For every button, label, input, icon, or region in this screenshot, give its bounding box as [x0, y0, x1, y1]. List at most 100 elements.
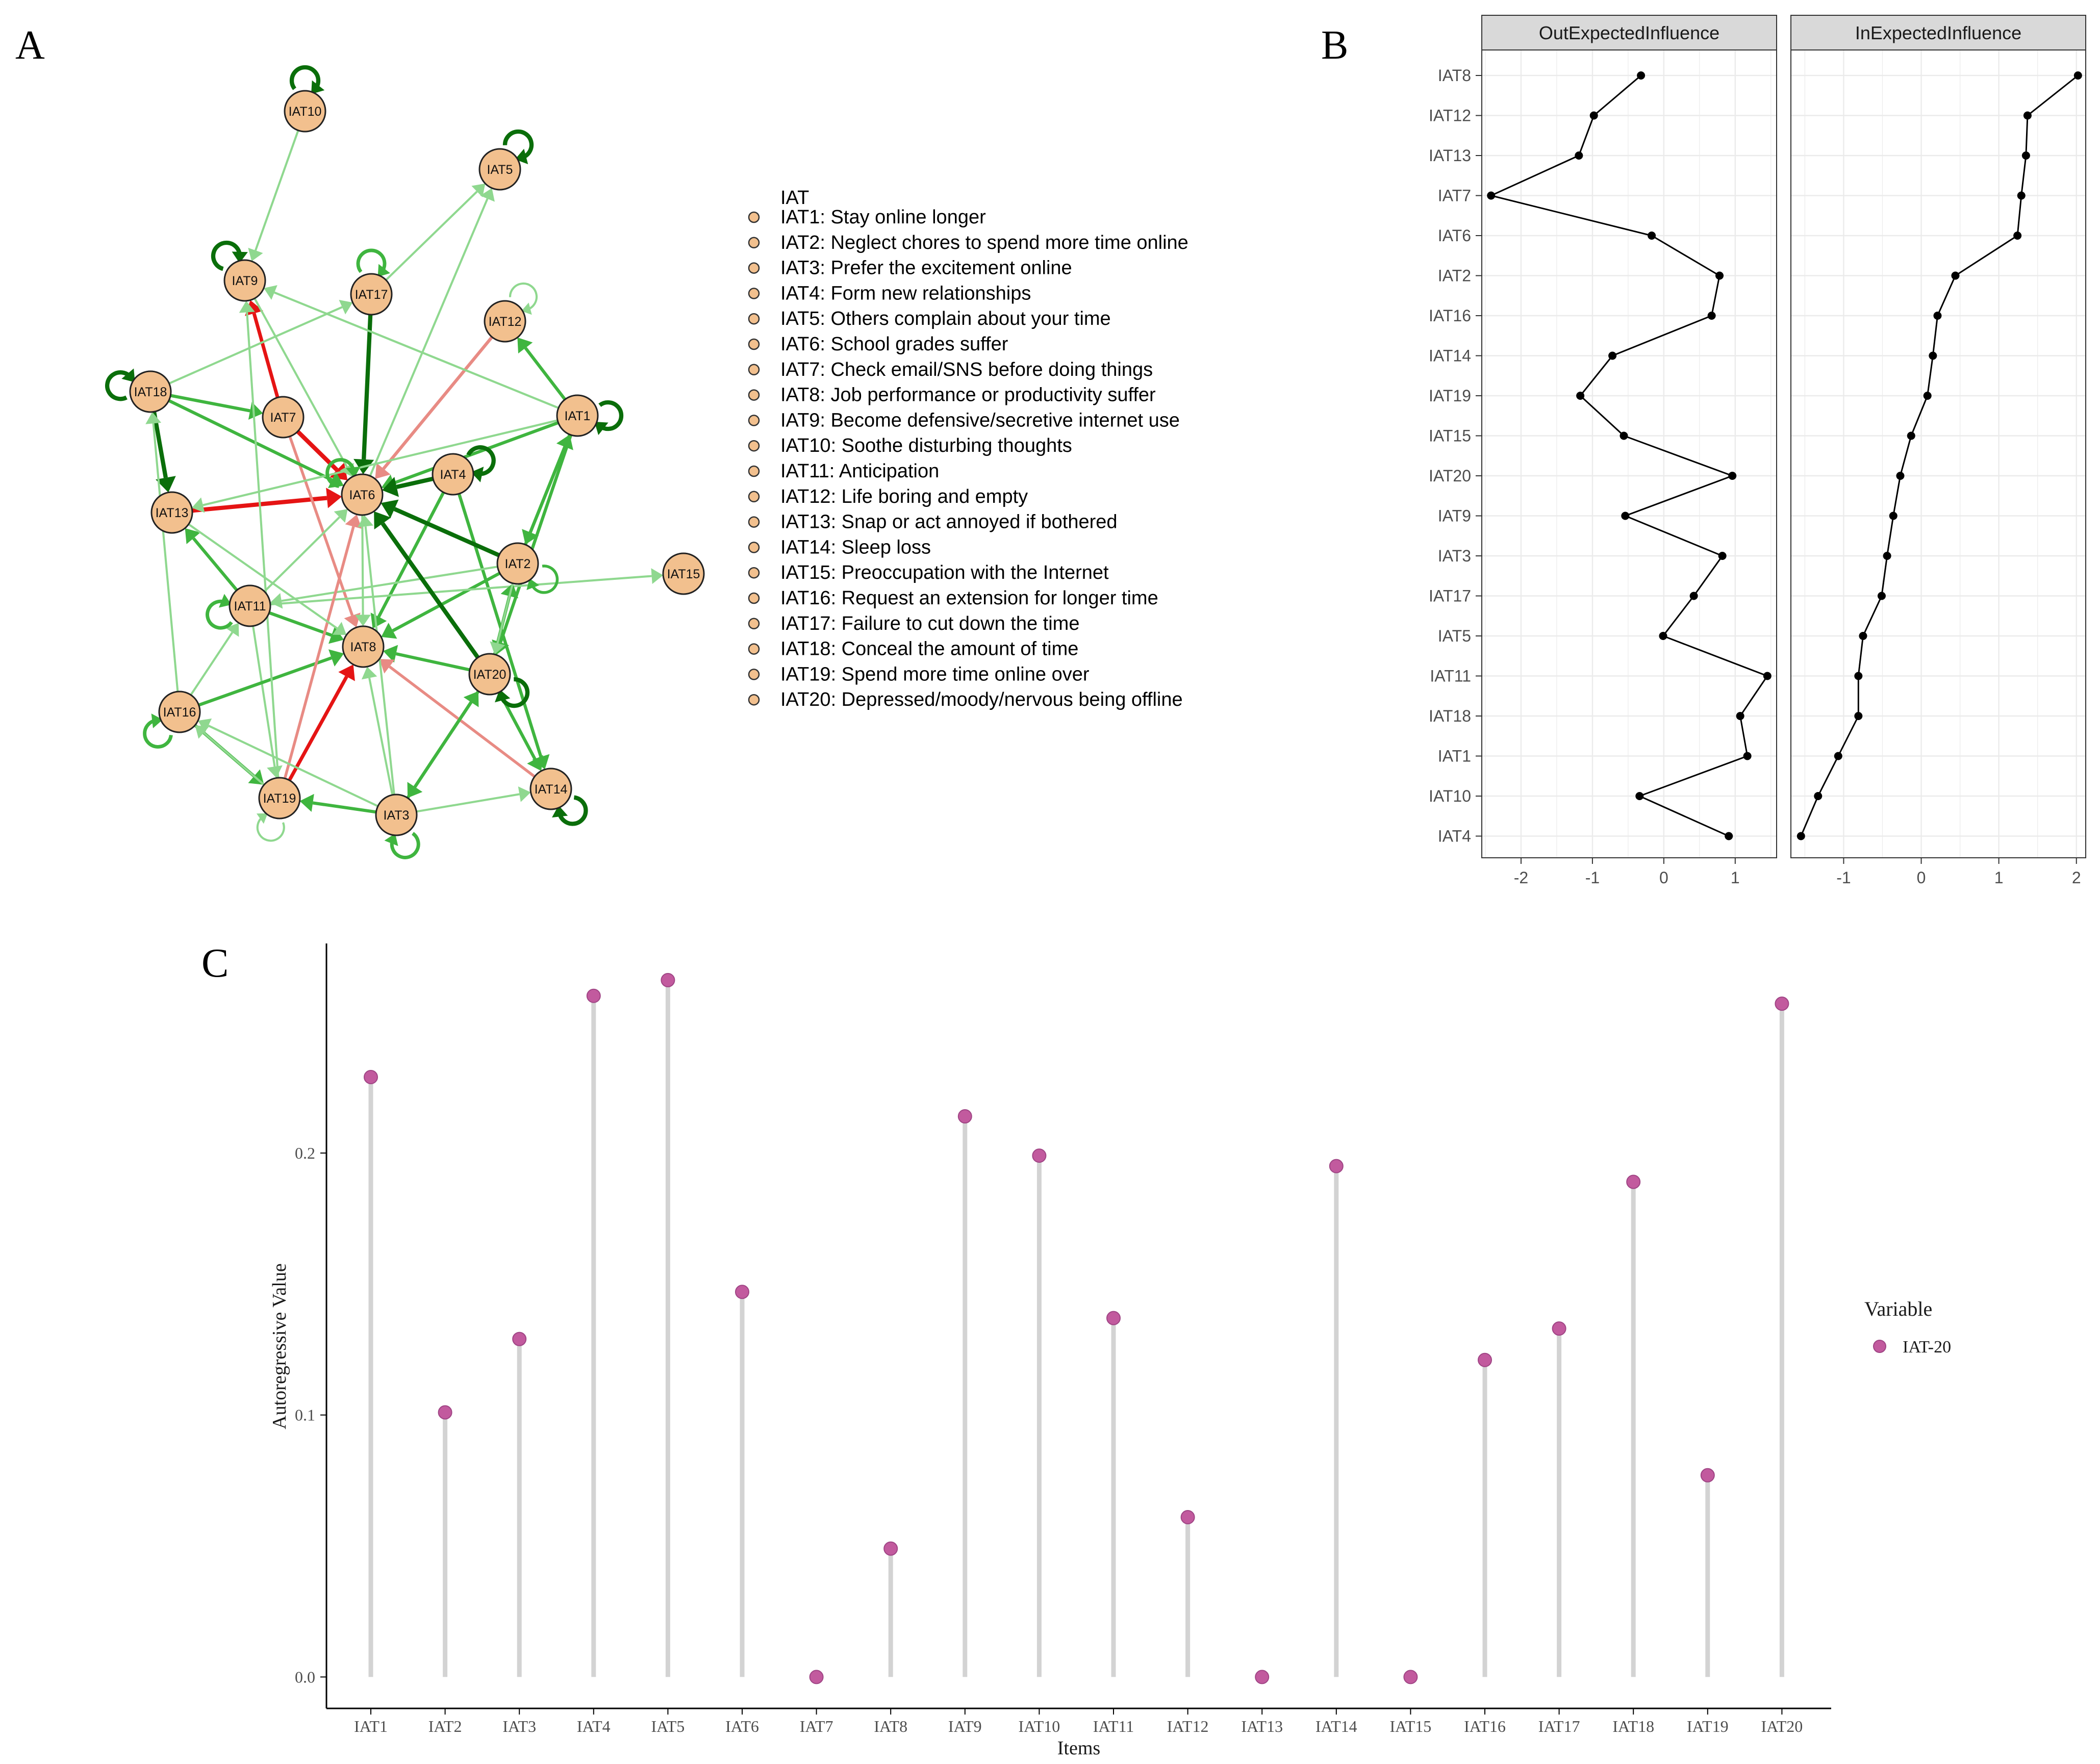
edge-iat18-to-iat7: [170, 394, 263, 420]
edge-iat3-to-iat16: [198, 718, 378, 807]
x-tick-label-iat10: IAT10: [1019, 1717, 1060, 1735]
edge-iat11-to-iat19: [252, 626, 283, 778]
x-tick-label: 1: [1994, 868, 2004, 887]
x-tick-label-iat3: IAT3: [502, 1717, 536, 1735]
self-loop-iat16: [143, 713, 173, 749]
y-tick-label-iat10: IAT10: [1429, 787, 1471, 805]
legend-item-10: IAT10: Soothe disturbing thoughts: [748, 435, 1072, 456]
x-tick-label: -1: [1585, 868, 1600, 887]
edge-iat2-to-iat6: [381, 499, 500, 557]
point-outexpectedinfluence-iat17: [1689, 592, 1698, 600]
point-outexpectedinfluence-iat6: [1648, 232, 1656, 240]
self-loop-iat10: [289, 65, 325, 94]
point-inexpectedinfluence-iat18: [1854, 712, 1863, 720]
node-iat3: IAT3: [375, 794, 418, 836]
node-iat14: IAT14: [529, 768, 572, 810]
node-iat12: IAT12: [484, 300, 526, 343]
legend-item-label: IAT2: Neglect chores to spend more time …: [780, 232, 1188, 253]
x-tick-label-iat9: IAT9: [948, 1717, 982, 1735]
panel-label-a: A: [15, 23, 45, 68]
node-label: IAT10: [289, 105, 322, 119]
legend-item-20: IAT20: Depressed/moody/nervous being off…: [748, 689, 1183, 710]
legend-item-7: IAT7: Check email/SNS before doing thing…: [748, 359, 1153, 380]
point-iat1: [364, 1069, 378, 1084]
x-tick-label-iat16: IAT16: [1464, 1717, 1506, 1735]
self-loop-iat14: [552, 795, 588, 826]
node-iat4: IAT4: [432, 453, 474, 496]
x-tick-label-iat2: IAT2: [428, 1717, 462, 1735]
point-iat5: [661, 973, 675, 987]
point-iat3: [512, 1332, 527, 1346]
edge-iat3-to-iat8: [361, 667, 394, 796]
legend-key-iat20: [1873, 1340, 1886, 1353]
point-inexpectedinfluence-iat14: [1929, 351, 1937, 360]
edge-iat2-to-iat8: [381, 572, 501, 639]
x-tick-label-iat7: IAT7: [800, 1717, 833, 1735]
facet-title-out: OutExpectedInfluence: [1539, 22, 1719, 43]
x-tick-label-iat18: IAT18: [1612, 1717, 1654, 1735]
legend-item-14: IAT14: Sleep loss: [748, 536, 931, 558]
point-outexpectedinfluence-iat10: [1635, 792, 1644, 800]
edge-iat11-to-iat8: [268, 611, 344, 644]
panel-label-c: C: [201, 941, 229, 986]
legend-item-label: IAT7: Check email/SNS before doing thing…: [780, 359, 1153, 380]
edge-iat19-to-iat8: [288, 664, 355, 781]
edge-iat17-to-iat5: [385, 183, 486, 281]
point-iat15: [1403, 1670, 1418, 1684]
edge-iat11-to-iat6: [263, 509, 348, 593]
x-tick-label-iat14: IAT14: [1315, 1717, 1357, 1735]
y-tick-label-iat8: IAT8: [1438, 66, 1471, 85]
legend-item-label: IAT16: Request an extension for longer t…: [780, 587, 1158, 609]
point-iat20: [1775, 996, 1789, 1011]
node-iat9: IAT9: [223, 259, 266, 302]
node-iat6: IAT6: [341, 473, 384, 516]
x-tick-label-iat11: IAT11: [1093, 1717, 1134, 1735]
point-outexpectedinfluence-iat5: [1659, 632, 1667, 640]
legend-item-label: IAT15: Preoccupation with the Internet: [780, 562, 1109, 583]
legend-item-13: IAT13: Snap or act annoyed if bothered: [748, 512, 1118, 533]
node-label: IAT2: [505, 557, 531, 571]
point-inexpectedinfluence-iat2: [1951, 271, 1960, 280]
network-legend-title: IAT: [780, 187, 809, 209]
self-loop-iat2: [526, 565, 559, 594]
y-tick-label: 0.2: [295, 1144, 315, 1162]
y-tick-label: 0.0: [295, 1668, 315, 1686]
node-iat11: IAT11: [229, 584, 271, 627]
node-iat18: IAT18: [129, 370, 172, 413]
legend-item-1: IAT1: Stay online longer: [748, 207, 986, 228]
edge-iat3-to-iat20: [406, 691, 479, 799]
x-tick-label-iat12: IAT12: [1167, 1717, 1209, 1735]
point-inexpectedinfluence-iat16: [1933, 312, 1942, 320]
legend-item-3: IAT3: Prefer the excitement online: [748, 258, 1072, 279]
y-tick-label-iat17: IAT17: [1429, 587, 1471, 605]
autoregressive-panel: IAT1 IAT2 IAT3 IAT4 IAT5 IAT6 IAT7 IAT8 IAT9 IAT1…: [269, 943, 1951, 1759]
x-tick-label-iat19: IAT19: [1687, 1717, 1729, 1735]
legend-item-label: IAT19: Spend more time online over: [780, 663, 1090, 685]
node-label: IAT9: [232, 274, 258, 288]
node-label: IAT1: [565, 409, 591, 423]
legend-title: Variable: [1864, 1297, 1932, 1320]
point-inexpectedinfluence-iat17: [1877, 592, 1886, 600]
legend-item-5: IAT5: Others complain about your time: [748, 308, 1111, 329]
node-iat19: IAT19: [258, 777, 301, 820]
edge-iat2-to-iat20: [490, 583, 514, 655]
series-line-outexpectedinfluence: [1488, 74, 1769, 837]
point-inexpectedinfluence-iat1: [1834, 752, 1842, 760]
point-outexpectedinfluence-iat7: [1487, 191, 1496, 200]
point-inexpectedinfluence-iat11: [1854, 672, 1863, 680]
facet-title-in: InExpectedInfluence: [1855, 22, 2021, 43]
edge-iat18-to-iat17: [168, 300, 353, 385]
x-tick-label: 1: [1731, 868, 1740, 887]
edge-iat14-to-iat8: [379, 659, 536, 778]
legend-item-label: IAT17: Failure to cut down the time: [780, 613, 1079, 634]
node-iat20: IAT20: [468, 653, 511, 696]
y-tick-label-iat19: IAT19: [1429, 387, 1471, 405]
point-iat7: [809, 1670, 824, 1684]
facet-panel-out: [1482, 50, 1777, 858]
point-outexpectedinfluence-iat11: [1763, 672, 1772, 680]
legend-item-2: IAT2: Neglect chores to spend more time …: [748, 232, 1188, 253]
legend-item-18: IAT18: Conceal the amount of time: [748, 638, 1078, 660]
point-inexpectedinfluence-iat10: [1814, 792, 1823, 800]
x-tick-label: 2: [2072, 868, 2081, 887]
